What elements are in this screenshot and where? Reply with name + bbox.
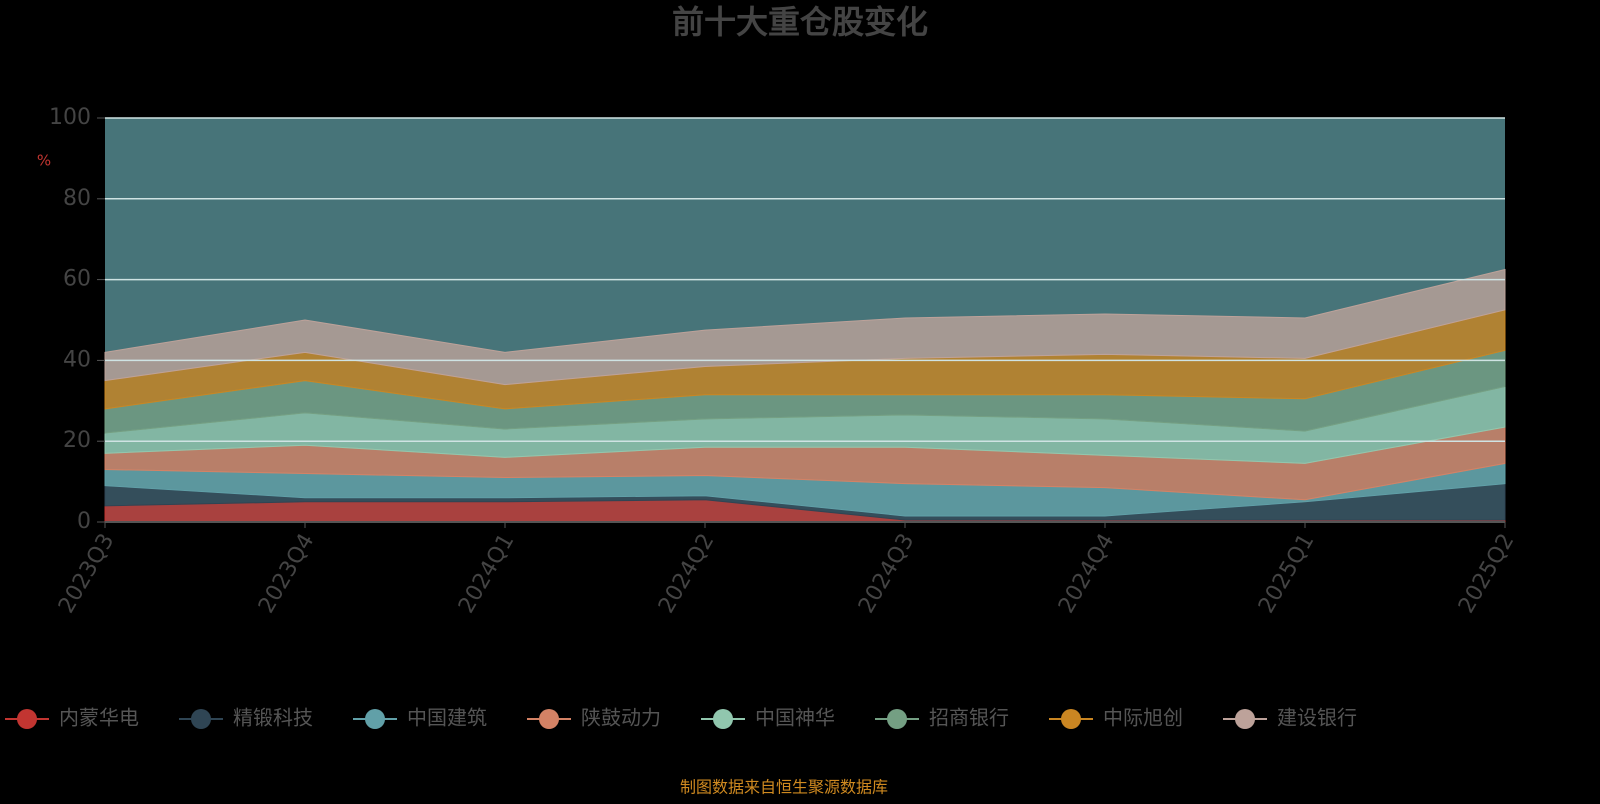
y-axis-label: % — [37, 152, 51, 170]
y-tick-label: 100 — [49, 105, 91, 130]
legend-marker — [1235, 709, 1255, 729]
y-tick-label: 60 — [63, 267, 91, 292]
legend-label: 陕鼓动力 — [581, 706, 661, 730]
legend-marker — [713, 709, 733, 729]
legend-label: 中国神华 — [755, 706, 835, 730]
legend-marker — [1061, 709, 1081, 729]
y-tick-label: 20 — [63, 428, 91, 453]
legend-marker — [887, 709, 907, 729]
chart-title: 前十大重仓股变化 — [672, 3, 928, 41]
legend-label: 内蒙华电 — [59, 706, 139, 730]
legend-marker — [539, 709, 559, 729]
legend-label: 中际旭创 — [1103, 706, 1183, 730]
legend-label: 精锻科技 — [233, 706, 313, 730]
legend-marker — [191, 709, 211, 729]
legend-marker — [365, 709, 385, 729]
y-tick-label: 40 — [63, 347, 91, 372]
y-tick-label: 80 — [63, 186, 91, 211]
y-tick-label: 0 — [77, 509, 91, 534]
area — [104, 268, 1506, 386]
legend-label: 建设银行 — [1277, 706, 1357, 730]
source-note: 制图数据来自恒生聚源数据库 — [680, 778, 888, 797]
legend-marker — [17, 709, 37, 729]
legend-label: 招商银行 — [929, 706, 1009, 730]
legend-label: 中国建筑 — [407, 706, 487, 730]
